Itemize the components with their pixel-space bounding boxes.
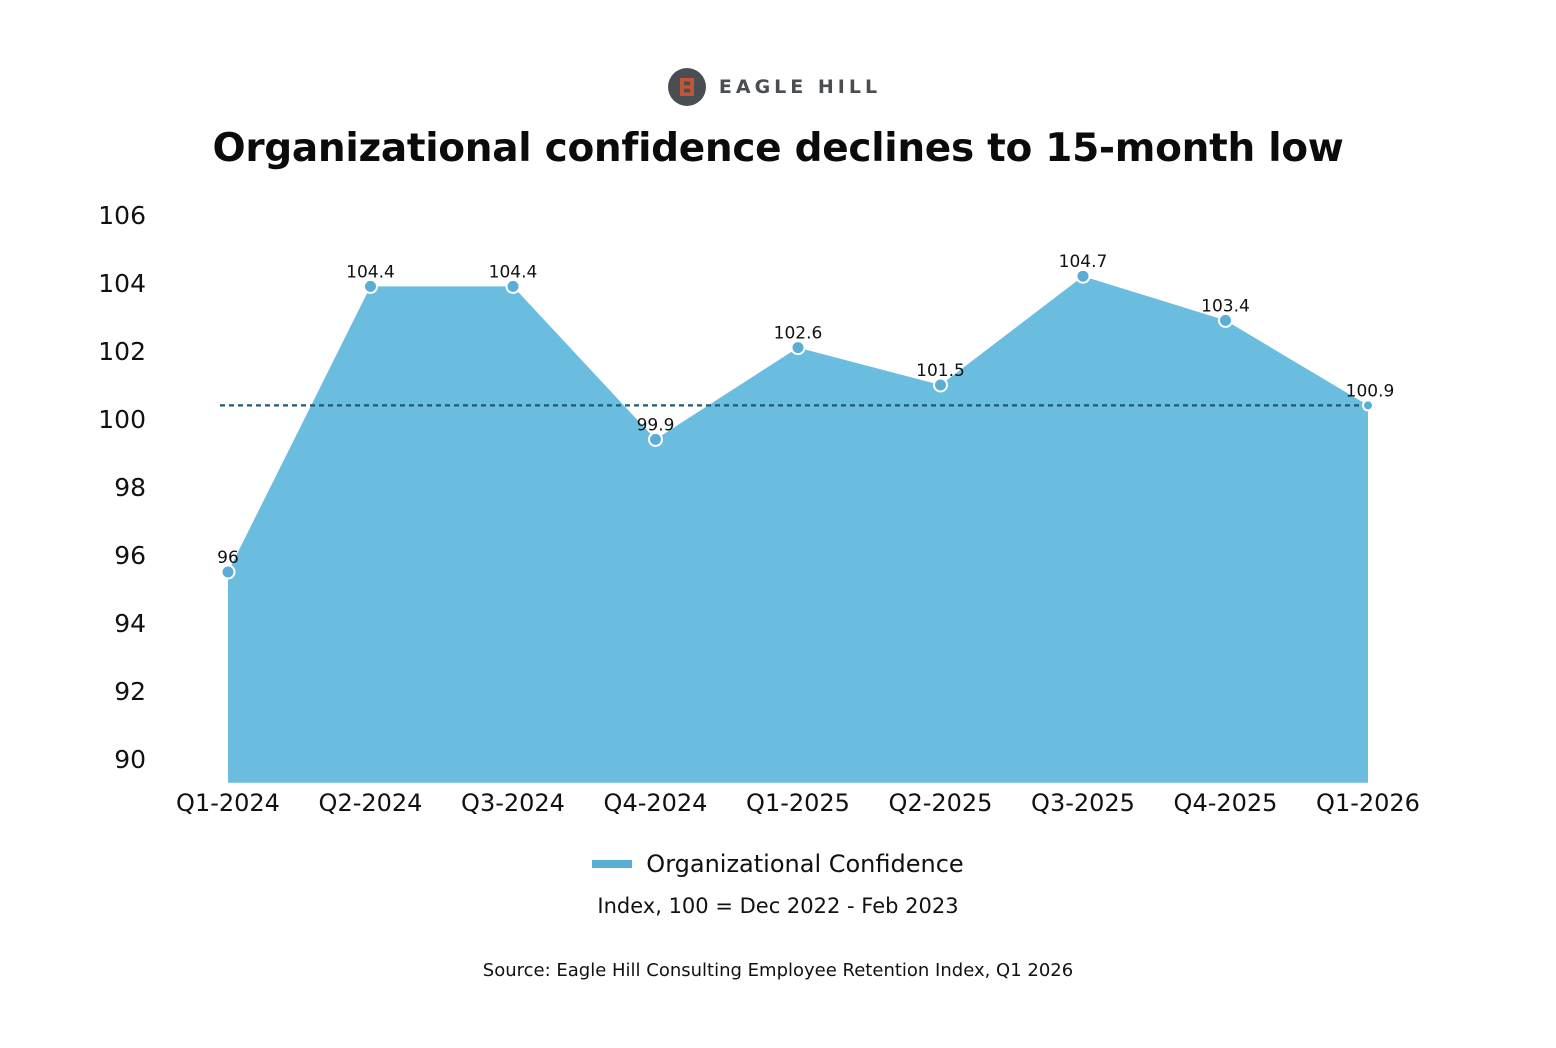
source-note: Source: Eagle Hill Consulting Employee R… (482, 960, 1074, 981)
index-note: Index, 100 = Dec 2022 - Feb 2023 (597, 894, 959, 918)
x-tick-label: Q2-2024 (319, 789, 423, 817)
y-tick-label: 100 (98, 405, 146, 434)
data-point (1218, 312, 1233, 328)
y-tick-label: 98 (114, 473, 146, 502)
data-point (1075, 268, 1091, 284)
data-label: 104.4 (346, 262, 395, 282)
brand-name: EAGLE HILL (718, 76, 882, 98)
y-tick-label: 104 (98, 269, 146, 298)
brand-logo: EAGLE HILL (0, 66, 1556, 108)
legend: Organizational Confidence (0, 850, 1556, 878)
x-tick-label: Q4-2024 (604, 789, 708, 817)
x-tick-label: Q3-2025 (1031, 789, 1135, 817)
x-tick-label: Q3-2024 (461, 789, 565, 817)
x-tick-label: Q4-2025 (1174, 789, 1278, 817)
y-tick-label: 90 (114, 745, 146, 774)
data-label: 104.4 (489, 262, 538, 282)
y-tick-label: 102 (98, 337, 146, 366)
data-point (790, 340, 806, 356)
eagle-hill-logo-icon (667, 68, 706, 106)
data-point (648, 431, 663, 447)
data-label: 102.6 (774, 324, 823, 344)
data-points (220, 268, 1374, 580)
legend-label: Organizational Confidence (646, 850, 964, 878)
data-labels: 96 104.4 104.4 99.9 102.6 101.5 104.7 103.4 100.… (217, 252, 1394, 568)
y-tick-label: 94 (114, 609, 146, 638)
data-point (220, 564, 236, 580)
data-label: 99.9 (637, 415, 675, 435)
data-label: 100.9 (1346, 381, 1395, 401)
y-tick-label: 106 (98, 201, 146, 230)
x-axis: Q1-2024 Q2-2024 Q3-2024 Q4-2024 Q1-2025 Q2-20… (176, 789, 1420, 817)
data-point (363, 278, 378, 294)
y-tick-label: 92 (114, 677, 146, 706)
data-point (1362, 399, 1374, 412)
data-point (933, 377, 948, 393)
legend-swatch (592, 860, 633, 868)
chart-title: Organizational confidence declines to 15… (212, 126, 1344, 171)
y-axis: 106 104 102 100 98 96 94 92 90 (98, 201, 146, 774)
x-tick-label: Q1-2025 (746, 789, 850, 817)
data-point (505, 278, 521, 294)
x-tick-label: Q1-2024 (176, 789, 280, 817)
data-label: 96 (217, 548, 239, 568)
x-tick-label: Q2-2025 (889, 789, 993, 817)
data-label: 104.7 (1059, 252, 1108, 272)
x-tick-label: Q1-2026 (1316, 789, 1420, 817)
y-tick-label: 96 (114, 541, 146, 570)
data-label: 103.4 (1201, 296, 1250, 316)
data-label: 101.5 (916, 361, 965, 381)
area-series-organizational-confidence (228, 276, 1368, 783)
